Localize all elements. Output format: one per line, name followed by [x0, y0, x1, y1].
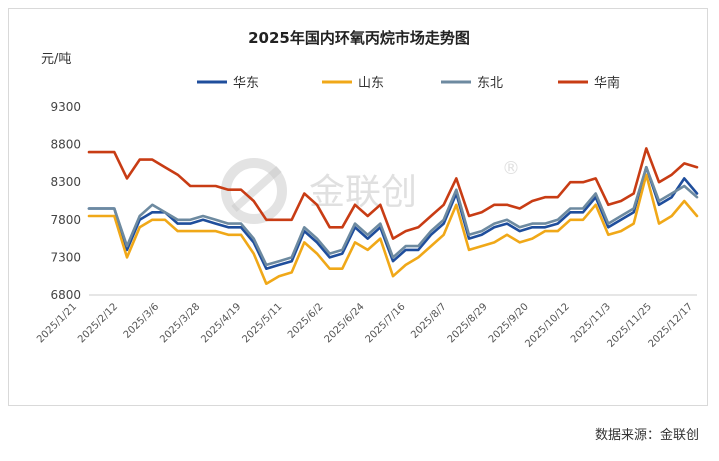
x-tick-label: 2025/12/17 — [647, 301, 696, 350]
watermark-text: 金联创 — [309, 172, 417, 213]
x-tick-label: 2025/3/6 — [122, 301, 162, 341]
x-tick-label: 2025/10/12 — [523, 301, 572, 350]
y-axis-unit: 元/吨 — [41, 52, 71, 67]
series-line-2 — [87, 165, 699, 267]
data-source: 数据来源：金联创 — [594, 428, 699, 443]
x-tick-label: 2025/5/11 — [240, 301, 284, 345]
y-tick-label: 8800 — [50, 138, 81, 152]
chart-frame: 2025年国内环氧丙烷市场走势图 元/吨 金联创 ® 华东 山东 东北 华南 6800… — [8, 8, 708, 406]
legend-label: 东北 — [477, 76, 503, 91]
x-tick-label: 2025/8/7 — [409, 301, 449, 341]
legend-item-3: 华南 — [558, 75, 620, 91]
chart-title: 2025年国内环氧丙烷市场走势图 — [248, 29, 470, 47]
x-tick-label: 2025/8/29 — [446, 301, 490, 345]
line-chart: 2025年国内环氧丙烷市场走势图 元/吨 金联创 ® 华东 山东 东北 华南 6800… — [35, 29, 699, 350]
series-line-1 — [87, 173, 699, 286]
jinlianchuang-logo-icon — [221, 158, 287, 224]
watermark-registered-mark: ® — [502, 158, 520, 179]
y-tick-label: 8300 — [50, 175, 81, 189]
x-tick-label: 2025/4/19 — [199, 301, 243, 345]
x-tick-label: 2025/7/16 — [364, 301, 408, 345]
series-line-3 — [87, 147, 699, 240]
series-line-0 — [87, 165, 699, 271]
x-tick-label: 2025/9/20 — [487, 301, 531, 345]
legend-label: 华东 — [233, 76, 259, 91]
y-tick-label: 7800 — [50, 213, 81, 227]
legend-item-1: 山东 — [322, 76, 384, 91]
legend-item-0: 华东 — [197, 76, 259, 91]
watermark: 金联创 ® — [221, 158, 520, 224]
legend-label: 华南 — [594, 75, 620, 91]
x-tick-label: 2025/11/3 — [569, 301, 613, 345]
x-tick-label: 2025/3/28 — [158, 301, 202, 345]
plot-area — [87, 147, 699, 286]
y-tick-label: 6800 — [50, 288, 81, 302]
y-axis: 6800 7300 7800 8300 8800 9300 — [50, 100, 81, 302]
legend-item-2: 东北 — [441, 76, 503, 91]
x-tick-label: 2025/6/24 — [323, 301, 367, 345]
legend-label: 山东 — [358, 76, 384, 91]
x-tick-label: 2025/2/12 — [76, 301, 120, 345]
legend: 华东 山东 东北 华南 — [197, 75, 620, 91]
y-tick-label: 7300 — [50, 250, 81, 264]
x-tick-label: 2025/6/2 — [286, 301, 326, 341]
x-tick-label: 2025/1/21 — [35, 301, 79, 345]
y-tick-label: 9300 — [50, 100, 81, 114]
